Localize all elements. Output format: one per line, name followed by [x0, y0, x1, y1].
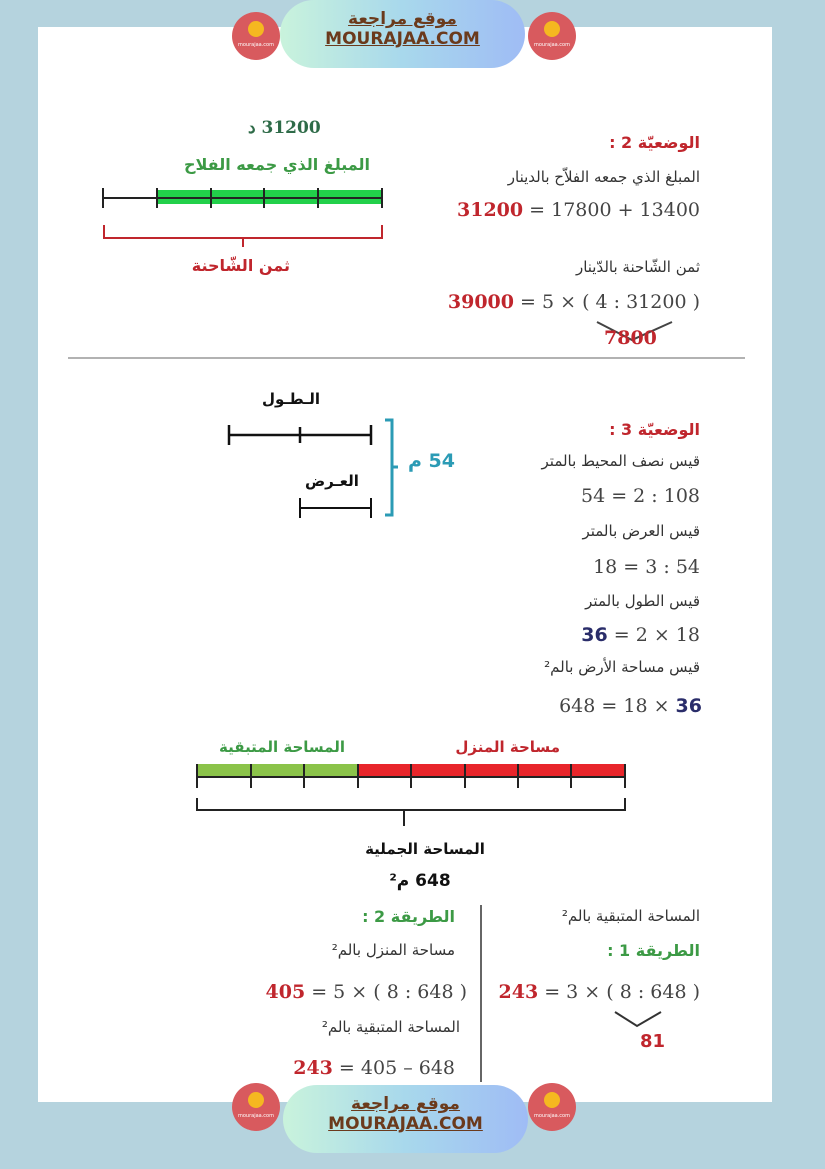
site-logo-left[interactable]: mourajaa.com [232, 12, 280, 60]
equation: 405 = 5 × ( 8 : 648 ) [265, 981, 468, 1003]
bar-ticks [102, 188, 383, 208]
amount-label: 31200 د [248, 118, 321, 138]
teal-bracket [385, 418, 398, 517]
length-label: الـطـول [262, 390, 321, 408]
site-badge-bottom[interactable]: موقع مراجعة MOURAJAA.COM [283, 1085, 528, 1153]
text-line: قيس العرض بالمتر [582, 522, 700, 540]
situation-3-title: الوضعيّة 3 : [609, 420, 700, 439]
text-line: المساحة المتبقية بالم² [561, 907, 700, 925]
site-logo-right-bottom[interactable]: mourajaa.com [528, 1083, 576, 1131]
equation: 648 = 18 × 36 [559, 695, 702, 717]
text-line: المبلغ الذي جمعه الفلاّح بالدينار [507, 168, 700, 186]
width-label: العـرض [305, 472, 359, 490]
underbrace-2 [614, 1011, 662, 1028]
equation: 243 = 3 × ( 8 : 648 ) [498, 981, 701, 1003]
remaining-area-label: المساحة المتبقية [219, 738, 345, 756]
house-area-label: مساحة المنزل [455, 738, 560, 756]
text-line: ثمن الشّاحنة بالدّينار [575, 258, 700, 276]
site-name-en: MOURAJAA.COM [325, 29, 480, 49]
bar-ticks-2 [196, 764, 626, 788]
red-brace [103, 225, 383, 247]
site-name-ar: موقع مراجعة [348, 9, 457, 29]
site-name-en: MOURAJAA.COM [328, 1114, 483, 1134]
text-line: مساحة المنزل بالم² [331, 941, 455, 959]
method-1-title: الطريقة 1 : [607, 941, 700, 960]
equation: 54 = 2 : 108 [580, 485, 700, 507]
total-area-label: المساحة الجملية [365, 840, 485, 858]
worksheet-page [38, 27, 772, 1102]
equation: 31200 = 17800 + 13400 [457, 199, 700, 221]
underbrace [596, 321, 673, 342]
text-line: المساحة المتبقية بالم² [321, 1018, 460, 1036]
total-brace [196, 798, 626, 826]
situation-2-title: الوضعيّة 2 : [609, 133, 700, 152]
text-line: قيس مساحة الأرض بالم² [544, 658, 700, 676]
equation: 243 = 405 – 648 [293, 1057, 455, 1079]
equation: 36 = 2 × 18 [581, 624, 700, 646]
site-name-ar: موقع مراجعة [351, 1094, 460, 1114]
total-54: 54 م [408, 450, 455, 472]
site-badge-top[interactable]: موقع مراجعة MOURAJAA.COM [280, 0, 525, 68]
text-line: قيس الطول بالمتر [585, 592, 700, 610]
sub-result: 81 [640, 1031, 666, 1052]
sub-result: 7800 [604, 327, 657, 349]
method-2-title: الطريقة 2 : [362, 907, 455, 926]
equation: 39000 = 5 × ( 4 : 31200 ) [447, 291, 700, 313]
site-logo-left-bottom[interactable]: mourajaa.com [232, 1083, 280, 1131]
green-bar-label: المبلغ الذي جمعه الفلاح [184, 155, 370, 174]
site-logo-right[interactable]: mourajaa.com [528, 12, 576, 60]
brace-label: ثمن الشّاحنة [191, 256, 290, 275]
text-line: قيس نصف المحيط بالمتر [541, 452, 700, 470]
equation: 18 = 3 : 54 [593, 556, 700, 578]
total-area-value: 648 م² [389, 871, 451, 891]
